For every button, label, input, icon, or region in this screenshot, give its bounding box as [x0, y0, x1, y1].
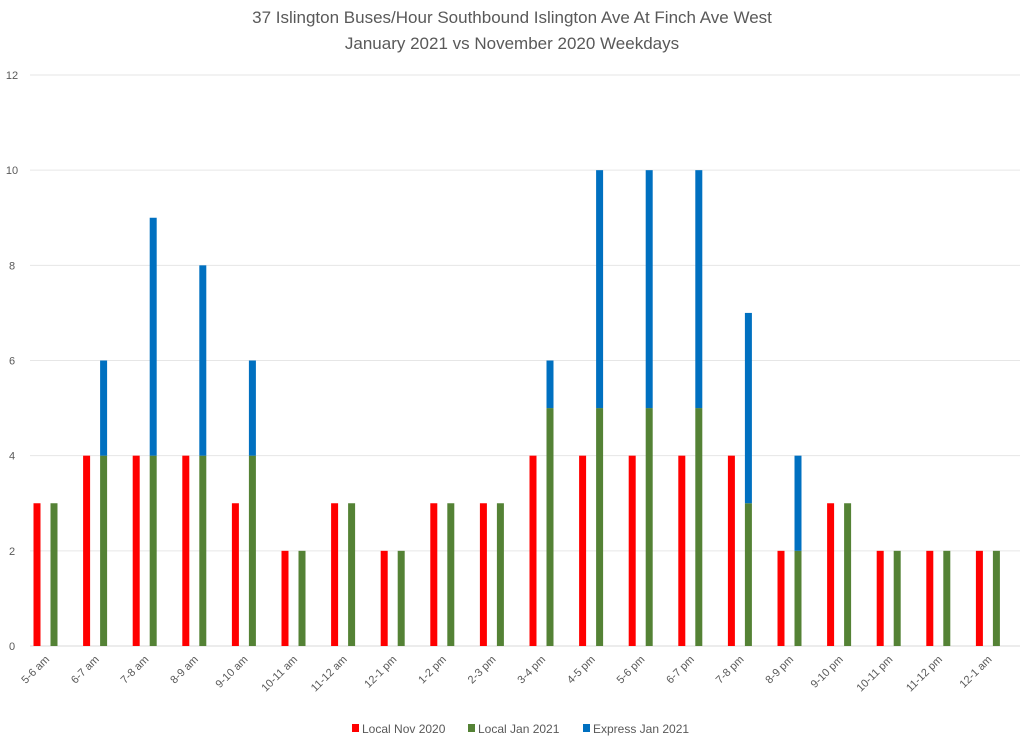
bar-local-nov-2020: [83, 455, 91, 646]
bar-local-nov-2020: [876, 550, 884, 646]
y-tick-label: 12: [6, 70, 18, 82]
bar-local-nov-2020: [678, 455, 686, 646]
x-tick-label: 7-8 am: [119, 654, 152, 687]
x-tick-label: 4-5 pm: [565, 654, 598, 687]
bar-express-jan-2021: [645, 170, 653, 409]
bar-express-jan-2021: [149, 217, 157, 456]
bar-local-nov-2020: [231, 503, 239, 646]
bar-local-jan-2021: [943, 550, 951, 646]
bar-local-jan-2021: [348, 503, 356, 646]
y-tick-label: 0: [9, 641, 15, 653]
x-tick-label: 9-10 am: [213, 654, 250, 691]
bar-express-jan-2021: [596, 170, 604, 409]
legend-item: Local Jan 2021: [468, 722, 560, 736]
bar-local-nov-2020: [529, 455, 537, 646]
x-tick-label: 12-1 pm: [362, 654, 399, 691]
bar-local-nov-2020: [281, 550, 289, 646]
bar-express-jan-2021: [546, 360, 554, 409]
bar-express-jan-2021: [100, 360, 108, 456]
x-tick-label: 7-8 pm: [714, 654, 747, 687]
bar-local-jan-2021: [992, 550, 1000, 646]
x-tick-label: 1-2 pm: [416, 654, 449, 687]
bar-local-nov-2020: [331, 503, 339, 646]
bar-local-jan-2021: [496, 503, 504, 646]
bar-local-jan-2021: [298, 550, 306, 646]
x-tick-label: 5-6 pm: [615, 654, 648, 687]
bar-local-nov-2020: [380, 550, 388, 646]
legend-label: Local Jan 2021: [478, 722, 560, 736]
bar-local-jan-2021: [546, 408, 554, 646]
legend-swatch: [583, 724, 590, 732]
x-tick-label: 10-11 pm: [855, 654, 896, 695]
bar-express-jan-2021: [794, 455, 802, 551]
bar-local-jan-2021: [199, 455, 207, 646]
bar-local-nov-2020: [579, 455, 587, 646]
x-tick-label: 8-9 pm: [763, 654, 796, 687]
bar-express-jan-2021: [744, 312, 752, 504]
bar-local-jan-2021: [100, 455, 108, 646]
bar-local-jan-2021: [596, 408, 604, 646]
bar-express-jan-2021: [199, 265, 207, 456]
x-tick-label: 2-3 pm: [466, 654, 499, 687]
bar-local-nov-2020: [628, 455, 636, 646]
x-tick-label: 6-7 am: [69, 654, 102, 687]
x-tick-label: 6-7 pm: [664, 654, 697, 687]
bar-local-jan-2021: [447, 503, 455, 646]
bar-local-jan-2021: [794, 550, 802, 646]
x-tick-label: 8-9 am: [168, 654, 201, 687]
x-tick-label: 12-1 am: [957, 654, 994, 691]
bar-local-nov-2020: [827, 503, 835, 646]
bar-local-jan-2021: [149, 455, 157, 646]
bar-local-nov-2020: [182, 455, 190, 646]
legend-swatch: [468, 724, 475, 732]
chart-title: 37 Islington Buses/Hour Southbound Islin…: [252, 8, 772, 27]
bar-local-nov-2020: [479, 503, 487, 646]
x-tick-label: 3-4 pm: [515, 654, 548, 687]
y-tick-label: 6: [9, 356, 15, 368]
chart-subtitle: January 2021 vs November 2020 Weekdays: [345, 34, 679, 53]
y-tick-label: 10: [6, 165, 18, 177]
x-tick-label: 9-10 pm: [809, 654, 846, 691]
x-tick-label: 10-11 am: [259, 654, 300, 695]
x-tick-label: 11-12 am: [309, 654, 350, 695]
bar-local-nov-2020: [926, 550, 934, 646]
bar-local-jan-2021: [744, 503, 752, 646]
y-tick-label: 2: [9, 546, 15, 558]
bar-local-jan-2021: [844, 503, 852, 646]
legend-label: Local Nov 2020: [362, 722, 446, 736]
legend-swatch: [352, 724, 359, 732]
x-tick-label: 5-6 am: [19, 654, 52, 687]
bar-local-jan-2021: [397, 550, 405, 646]
bar-local-nov-2020: [975, 550, 983, 646]
x-tick-label: 11-12 pm: [904, 654, 945, 695]
bar-local-jan-2021: [645, 408, 653, 646]
bar-local-nov-2020: [777, 550, 785, 646]
y-tick-label: 8: [9, 260, 15, 272]
legend-item: Local Nov 2020: [352, 722, 446, 736]
legend-item: Express Jan 2021: [583, 722, 689, 736]
legend-label: Express Jan 2021: [593, 722, 689, 736]
bar-express-jan-2021: [248, 360, 256, 456]
bar-local-jan-2021: [50, 503, 58, 646]
bar-local-nov-2020: [727, 455, 735, 646]
bar-local-nov-2020: [430, 503, 438, 646]
bar-local-nov-2020: [33, 503, 41, 646]
y-tick-label: 4: [9, 451, 15, 463]
bar-local-jan-2021: [248, 455, 256, 646]
bar-local-nov-2020: [132, 455, 140, 646]
bar-express-jan-2021: [695, 170, 703, 409]
bar-local-jan-2021: [695, 408, 703, 646]
bar-local-jan-2021: [893, 550, 901, 646]
